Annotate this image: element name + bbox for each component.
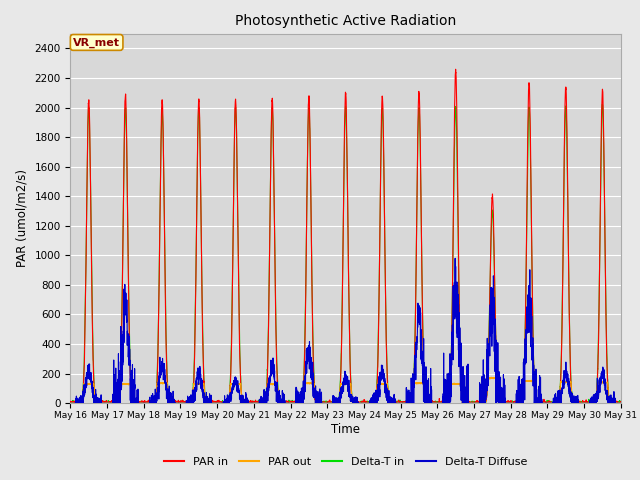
Title: Photosynthetic Active Radiation: Photosynthetic Active Radiation — [235, 14, 456, 28]
Y-axis label: PAR (umol/m2/s): PAR (umol/m2/s) — [16, 169, 29, 267]
Text: VR_met: VR_met — [73, 37, 120, 48]
Legend: PAR in, PAR out, Delta-T in, Delta-T Diffuse: PAR in, PAR out, Delta-T in, Delta-T Dif… — [160, 453, 531, 471]
X-axis label: Time: Time — [331, 422, 360, 436]
